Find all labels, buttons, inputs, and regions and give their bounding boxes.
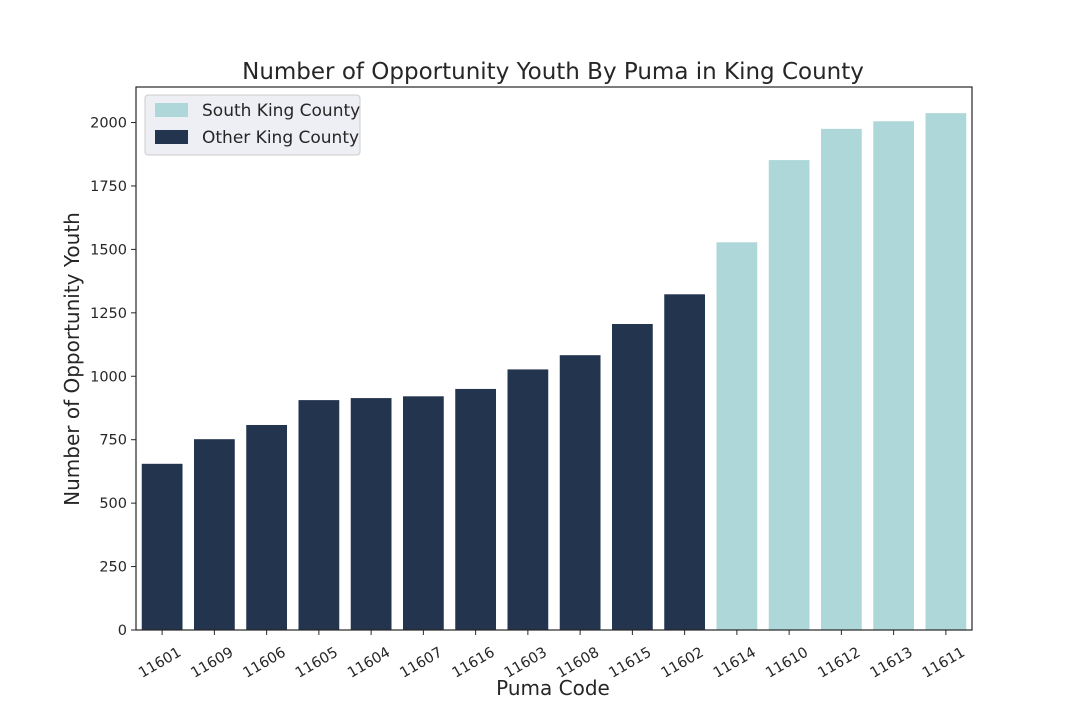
y-ticks: 0 250 500 750 1000 1250 1500 1750 2000	[90, 116, 136, 639]
x-tick-label-11614: 11614	[711, 645, 759, 682]
x-tick-label-11610: 11610	[763, 645, 811, 682]
x-tick-label-11613: 11613	[868, 645, 916, 682]
x-tick-label-11601: 11601	[136, 645, 184, 682]
x-tick-label-11616: 11616	[450, 645, 498, 682]
legend: South King County Other King County	[144, 94, 361, 156]
y-axis-label: Number of Opportunity Youth	[60, 212, 84, 506]
x-tick-label-11606: 11606	[241, 645, 289, 682]
y-tick-label-1000: 1000	[90, 369, 127, 385]
bar-11607	[403, 396, 444, 630]
bar-11604	[350, 398, 392, 630]
bar-11608	[559, 355, 601, 630]
plot-frame	[135, 86, 973, 631]
bar-11609	[194, 439, 235, 630]
y-tick-label-1750: 1750	[90, 179, 127, 195]
legend-label-other-king-county: Other King County	[202, 128, 359, 148]
x-tick-label-11611: 11611	[920, 645, 968, 682]
bar-11602	[664, 294, 706, 630]
bar-11611	[925, 113, 967, 630]
x-tick-label-11605: 11605	[293, 645, 341, 682]
y-tick-label-500: 500	[99, 496, 127, 512]
x-ticks: 11601 11609 11606 11605 11604 11607 11616 11603…	[136, 630, 968, 682]
y-tick-label-1250: 1250	[90, 306, 127, 322]
x-tick-label-11602: 11602	[659, 645, 707, 682]
y-tick-label-1500: 1500	[90, 242, 127, 258]
x-axis-label: Puma Code	[496, 676, 610, 700]
x-tick-label-11604: 11604	[345, 645, 393, 682]
bar-11612	[821, 128, 862, 630]
y-tick-label-250: 250	[99, 560, 127, 576]
legend-box	[144, 94, 361, 156]
legend-swatch-south-king-county	[155, 103, 188, 117]
x-tick-label-11615: 11615	[606, 645, 654, 682]
bar-11615	[612, 323, 653, 630]
y-tick-label-2000: 2000	[90, 116, 127, 132]
y-tick-label-0: 0	[118, 623, 127, 639]
bars-group	[141, 113, 967, 631]
y-tick-label-750: 750	[99, 433, 127, 449]
x-tick-label-11607: 11607	[397, 645, 445, 682]
legend-label-south-king-county: South King County	[202, 101, 360, 121]
bar-11601	[141, 463, 183, 630]
bar-11614	[716, 242, 758, 631]
bar-11606	[246, 424, 288, 630]
bar-11610	[768, 160, 810, 630]
bar-11605	[298, 400, 340, 630]
bar-11603	[507, 369, 549, 630]
x-tick-label-11609: 11609	[188, 645, 236, 682]
x-tick-label-11612: 11612	[815, 645, 863, 682]
chart-title: Number of Opportunity Youth By Puma in K…	[242, 59, 864, 85]
bar-11613	[873, 121, 915, 630]
legend-swatch-other-king-county	[155, 130, 188, 144]
bar-11616	[455, 388, 497, 630]
